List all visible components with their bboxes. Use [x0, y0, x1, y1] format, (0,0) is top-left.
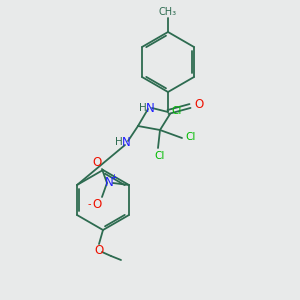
Text: Cl: Cl — [155, 151, 165, 161]
Text: O: O — [92, 155, 102, 169]
Text: O: O — [194, 98, 204, 112]
Text: N: N — [122, 136, 130, 148]
Text: N: N — [105, 176, 113, 190]
Text: Cl: Cl — [186, 132, 196, 142]
Text: -: - — [87, 199, 91, 209]
Text: Cl: Cl — [172, 106, 182, 116]
Text: +: + — [110, 173, 117, 182]
Text: O: O — [92, 197, 102, 211]
Text: H: H — [115, 137, 123, 147]
Text: CH₃: CH₃ — [159, 7, 177, 17]
Text: O: O — [94, 244, 103, 256]
Text: N: N — [146, 101, 154, 115]
Text: H: H — [139, 103, 147, 113]
